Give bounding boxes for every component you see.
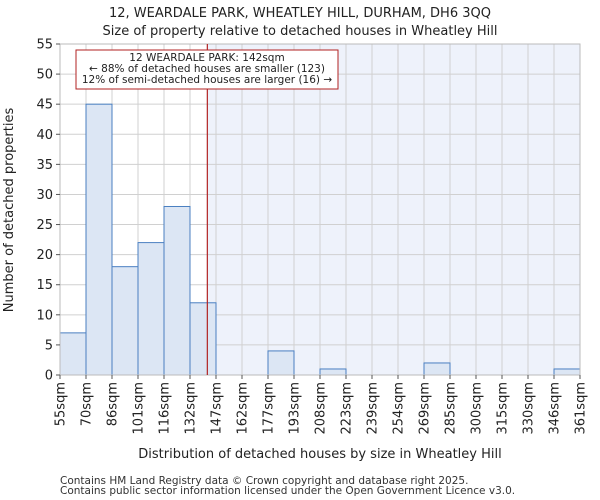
x-tick-label: 116sqm <box>158 382 173 435</box>
x-tick-label: 162sqm <box>236 382 251 435</box>
bar <box>267 350 295 376</box>
bar <box>423 362 451 376</box>
bar <box>59 332 87 376</box>
bar <box>137 242 165 376</box>
bar <box>553 368 581 376</box>
bar <box>85 103 113 376</box>
bar <box>111 266 139 376</box>
x-tick-label: 315sqm <box>496 382 511 435</box>
x-tick-label: 285sqm <box>444 382 459 435</box>
y-tick-label: 25 <box>36 218 53 233</box>
y-tick-label: 20 <box>36 248 53 263</box>
annotation-line-3: 12% of semi-detached houses are larger (… <box>82 74 333 86</box>
x-tick-label: 239sqm <box>366 382 381 435</box>
bar <box>319 368 347 376</box>
plot-area: 0 5 10 15 20 25 30 35 40 45 50 55 55sqm 70sqm 86sqm 101… <box>36 38 588 435</box>
annotation-box <box>75 49 339 90</box>
chart-title-line2: Size of property relative to detached ho… <box>103 24 498 39</box>
y-tick-label: 50 <box>36 68 53 83</box>
x-tick-label: 86sqm <box>106 382 121 426</box>
y-tick-label: 15 <box>36 278 53 293</box>
x-tick-label: 330sqm <box>522 382 537 435</box>
x-tick-label: 70sqm <box>80 382 95 426</box>
x-tick-label: 147sqm <box>210 382 225 435</box>
x-tick-label: 193sqm <box>288 382 303 435</box>
chart-title-line1: 12, WEARDALE PARK, WHEATLEY HILL, DURHAM… <box>109 6 491 21</box>
y-tick-label: 45 <box>36 98 53 113</box>
x-tick-label: 269sqm <box>418 382 433 435</box>
x-tick-label: 132sqm <box>184 382 199 435</box>
x-tick-label: 208sqm <box>314 382 329 435</box>
y-tick-label: 55 <box>36 38 53 53</box>
x-axis-label: Distribution of detached houses by size … <box>138 447 501 462</box>
annotation-line-1: 12 WEARDALE PARK: 142sqm <box>129 52 284 64</box>
annotation-line-2: ← 88% of detached houses are smaller (12… <box>89 63 325 75</box>
footer-line2: Contains public sector information licen… <box>60 485 515 497</box>
shaded-region <box>207 44 581 375</box>
x-tick-label: 223sqm <box>340 382 355 435</box>
x-tick-label: 254sqm <box>392 382 407 435</box>
x-tick-label: 177sqm <box>262 382 277 435</box>
bar <box>189 302 217 376</box>
x-tick-label: 101sqm <box>132 382 147 435</box>
bar <box>163 205 191 376</box>
footer-line1: Contains HM Land Registry data © Crown c… <box>60 475 468 487</box>
x-tick-label: 346sqm <box>548 382 563 435</box>
y-tick-label: 10 <box>36 308 53 323</box>
y-axis-label: Number of detached properties <box>2 108 17 313</box>
x-tick-label: 361sqm <box>574 382 589 435</box>
y-tick-label: 40 <box>36 128 53 143</box>
y-tick-label: 30 <box>36 188 53 203</box>
y-tick-label: 5 <box>45 338 53 353</box>
y-tick-label: 35 <box>36 158 53 173</box>
x-tick-label: 55sqm <box>54 382 69 426</box>
y-tick-label: 0 <box>45 369 53 384</box>
x-tick-label: 300sqm <box>470 382 485 435</box>
